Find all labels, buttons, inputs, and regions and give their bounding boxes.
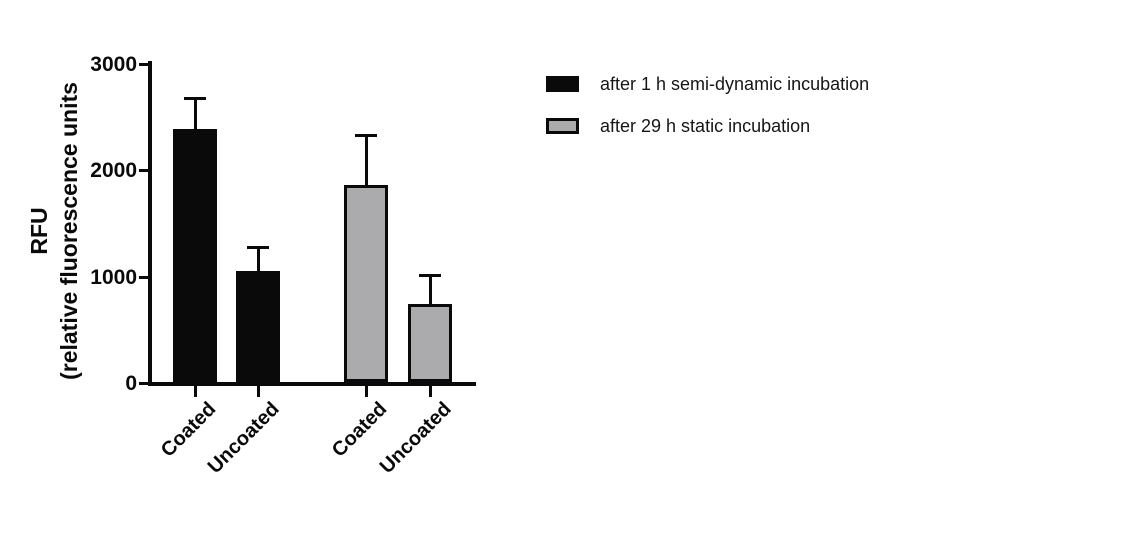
- legend-swatch: [546, 118, 579, 134]
- legend-swatch: [546, 76, 579, 92]
- legend-row: after 1 h semi-dynamic incubation: [546, 68, 869, 100]
- error-bar-cap: [247, 245, 269, 249]
- bar: [344, 185, 388, 382]
- y-tick-mark: [139, 63, 150, 66]
- x-tick-mark: [428, 386, 432, 397]
- y-tick-mark: [139, 275, 150, 279]
- bar: [173, 128, 217, 382]
- x-category-label: Coated: [328, 398, 392, 462]
- error-bar-cap: [184, 97, 206, 101]
- legend: after 1 h semi-dynamic incubation after 2…: [546, 68, 869, 142]
- y-tick-mark: [139, 382, 150, 385]
- error-bar-cap: [419, 274, 441, 278]
- error-bar-cap: [355, 134, 377, 138]
- y-tick-label: 3000: [90, 53, 137, 76]
- x-tick-mark: [364, 386, 368, 397]
- y-tick-label: 2000: [90, 159, 137, 183]
- x-tick-mark: [193, 386, 197, 397]
- legend-label: after 29 h static incubation: [600, 116, 811, 136]
- x-tick-mark: [256, 386, 260, 397]
- legend-label: after 1 h semi-dynamic incubation: [600, 74, 870, 94]
- y-tick-mark: [139, 169, 150, 173]
- y-tick-label: 1000: [90, 265, 137, 289]
- y-tick-label: 0: [125, 372, 137, 395]
- bar: [408, 304, 452, 382]
- legend-row: after 29 h static incubation: [546, 110, 869, 142]
- bar: [236, 271, 280, 382]
- x-axis: [148, 382, 476, 386]
- y-axis: [148, 61, 152, 384]
